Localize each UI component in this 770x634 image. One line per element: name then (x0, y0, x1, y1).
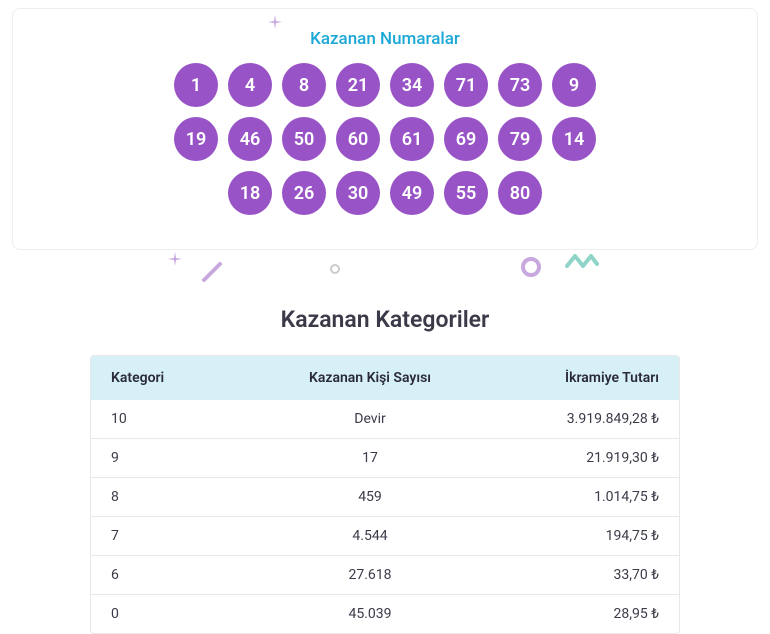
number-ball: 19 (174, 117, 218, 161)
table-cell: 21.919,30 ₺ (489, 450, 659, 466)
number-ball: 60 (336, 117, 380, 161)
number-ball: 9 (552, 63, 596, 107)
table-cell: 3.919.849,28 ₺ (489, 411, 659, 427)
column-header-category: Kategori (111, 370, 251, 386)
table-cell: 7 (111, 528, 251, 544)
number-ball: 8 (282, 63, 326, 107)
table-cell: 459 (251, 489, 489, 505)
number-ball: 55 (444, 171, 488, 215)
number-ball: 18 (228, 171, 272, 215)
sparkle-icon (168, 252, 182, 266)
table-cell: 1.014,75 ₺ (489, 489, 659, 505)
numbers-row: 182630495580 (13, 171, 757, 215)
number-ball: 49 (390, 171, 434, 215)
table-row: 84591.014,75 ₺ (91, 478, 679, 517)
line-icon (200, 260, 224, 284)
number-ball: 46 (228, 117, 272, 161)
table-cell: 9 (111, 450, 251, 466)
table-cell: Devir (251, 411, 489, 427)
table-row: 91721.919,30 ₺ (91, 439, 679, 478)
numbers-rows-container: 1482134717391946506061697914182630495580 (13, 63, 757, 215)
sparkle-icon (268, 15, 282, 29)
circle-icon (520, 256, 542, 278)
column-header-prize: İkramiye Tutarı (489, 370, 659, 386)
numbers-row: 1946506061697914 (13, 117, 757, 161)
number-ball: 69 (444, 117, 488, 161)
number-ball: 73 (498, 63, 542, 107)
number-ball: 80 (498, 171, 542, 215)
numbers-row: 148213471739 (13, 63, 757, 107)
number-ball: 71 (444, 63, 488, 107)
table-body: 10Devir3.919.849,28 ₺91721.919,30 ₺84591… (91, 400, 679, 633)
number-ball: 61 (390, 117, 434, 161)
winning-numbers-card: Kazanan Numaralar 1482134717391946506061… (12, 8, 758, 250)
table-cell: 194,75 ₺ (489, 528, 659, 544)
table-row: 74.544194,75 ₺ (91, 517, 679, 556)
table-cell: 4.544 (251, 528, 489, 544)
table-cell: 28,95 ₺ (489, 606, 659, 622)
dot-icon (330, 264, 340, 274)
table-cell: 10 (111, 411, 251, 427)
table-cell: 17 (251, 450, 489, 466)
table-cell: 45.039 (251, 606, 489, 622)
table-header-row: Kategori Kazanan Kişi Sayısı İkramiye Tu… (91, 356, 679, 400)
number-ball: 79 (498, 117, 542, 161)
number-ball: 26 (282, 171, 326, 215)
number-ball: 4 (228, 63, 272, 107)
winning-numbers-title: Kazanan Numaralar (13, 29, 757, 49)
number-ball: 14 (552, 117, 596, 161)
table-cell: 8 (111, 489, 251, 505)
table-row: 10Devir3.919.849,28 ₺ (91, 400, 679, 439)
table-cell: 27.618 (251, 567, 489, 583)
table-cell: 33,70 ₺ (489, 567, 659, 583)
table-row: 627.61833,70 ₺ (91, 556, 679, 595)
number-ball: 1 (174, 63, 218, 107)
categories-table: Kategori Kazanan Kişi Sayısı İkramiye Tu… (90, 355, 680, 634)
column-header-winners: Kazanan Kişi Sayısı (251, 370, 489, 386)
number-ball: 30 (336, 171, 380, 215)
categories-title: Kazanan Kategoriler (0, 306, 770, 333)
number-ball: 21 (336, 63, 380, 107)
table-cell: 6 (111, 567, 251, 583)
zigzag-icon (565, 252, 599, 270)
table-cell: 0 (111, 606, 251, 622)
number-ball: 50 (282, 117, 326, 161)
decoration-strip (0, 250, 770, 288)
number-ball: 34 (390, 63, 434, 107)
table-row: 045.03928,95 ₺ (91, 595, 679, 633)
